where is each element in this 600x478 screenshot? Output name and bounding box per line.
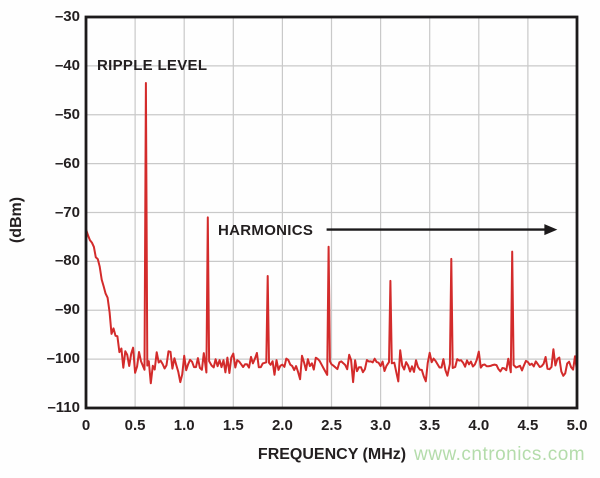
y-tick-label: –110 [47, 399, 80, 416]
x-axis-title: FREQUENCY (MHz) [257, 446, 407, 463]
y-tick-label: –60 [54, 154, 80, 172]
harmonics-label: HARMONICS [218, 222, 314, 239]
x-tick-label: 0 [81, 417, 91, 434]
x-tick-label: 2.5 [321, 417, 342, 434]
x-tick-label: 3.5 [419, 417, 441, 434]
x-tick-label: 1.0 [173, 417, 195, 434]
y-axis-title: (dBm) [8, 196, 25, 244]
y-tick-label: –30 [54, 8, 80, 25]
x-tick-label: 4.0 [468, 417, 490, 434]
x-tick-label: 4.5 [517, 417, 539, 434]
y-tick-label: –70 [54, 203, 80, 221]
y-tick-label: –80 [54, 252, 80, 270]
y-tick-label: –90 [54, 301, 80, 319]
plot-border [84, 15, 579, 410]
x-tick-label: 3.0 [370, 417, 392, 434]
harmonics-arrow-head [544, 224, 558, 236]
y-tick-label: –50 [54, 105, 80, 123]
x-tick-label: 1.5 [222, 417, 244, 434]
x-tick-label: 2.0 [271, 417, 293, 434]
watermark-text: www.cntronics.com [414, 444, 586, 465]
x-tick-label: 0.5 [124, 417, 146, 434]
y-tick-label: –100 [46, 350, 80, 368]
spectrum-trace [85, 82, 578, 385]
ripple-level-label: RIPPLE LEVEL [97, 57, 208, 74]
x-tick-label: 5.0 [566, 417, 588, 434]
y-tick-label: –40 [54, 56, 80, 74]
